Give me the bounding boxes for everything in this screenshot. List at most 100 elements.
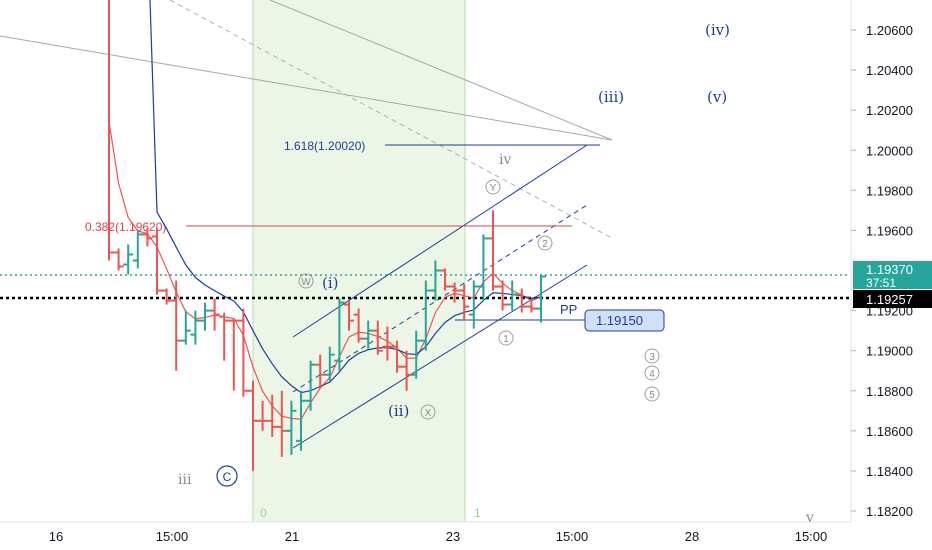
candle: [401, 350, 412, 391]
circled-5-label: 5: [644, 386, 660, 402]
blue-channel-lower: [292, 264, 588, 449]
candle: [286, 400, 297, 455]
blue-moving-average: [149, 0, 542, 394]
candle: [440, 268, 450, 291]
x-axis: 16 15:00 21 23 15:00 28 15:00: [49, 529, 828, 544]
candle: [305, 360, 316, 411]
candle: [430, 260, 441, 301]
svg-text:5: 5: [649, 390, 655, 401]
y-tick-label: 1.18600: [866, 424, 913, 439]
y-tick-label: 1.20600: [866, 23, 913, 38]
circled-2-label: 2: [537, 235, 553, 251]
candle: [449, 282, 460, 303]
circled-4-label: 4: [644, 365, 660, 381]
candle: [219, 312, 230, 361]
wave-label-ii-blue: (ii): [388, 402, 409, 420]
candle: [132, 230, 143, 269]
blue-channel-upper: [292, 144, 588, 338]
x-tick-label: 28: [685, 529, 699, 544]
dotted-level-text: 1.19257: [866, 292, 913, 307]
candle: [516, 288, 527, 313]
wave-label-v-blue: (v): [707, 88, 727, 106]
svg-text:Y: Y: [490, 183, 497, 194]
candle: [488, 210, 498, 291]
y-tick-label: 1.20200: [866, 103, 913, 118]
x-tick-label: 15:00: [556, 529, 589, 544]
x-tick-label: 21: [285, 529, 299, 544]
candle: [161, 288, 172, 305]
candle: [171, 280, 182, 371]
candle: [468, 280, 479, 329]
pp-value: 1.19150: [596, 313, 643, 328]
candle: [324, 346, 335, 381]
y-axis: 1.20600 1.20400 1.20200 1.20000 1.19800 1.196…: [851, 23, 913, 519]
candle: [315, 354, 326, 389]
candle: [478, 234, 489, 301]
circled-c-label: C: [216, 465, 238, 487]
y-tick-label: 1.18400: [866, 464, 913, 479]
svg-text:X: X: [425, 408, 432, 419]
candle: [497, 280, 508, 311]
candle: [209, 298, 220, 331]
dotted-level-tag: [853, 290, 932, 308]
candle: [411, 330, 422, 379]
y-tick-label: 1.19600: [866, 223, 913, 238]
candle: [344, 300, 354, 331]
current-price-tag: [853, 261, 932, 289]
candle: [372, 320, 383, 355]
candle: [276, 390, 287, 457]
candle: [334, 298, 345, 371]
candle: [180, 310, 191, 345]
wave-label-i-blue: (i): [322, 274, 339, 292]
candle: [142, 228, 153, 247]
svg-text:1: 1: [503, 334, 509, 345]
candle: [420, 280, 431, 351]
circled-1-label: 1: [498, 330, 514, 346]
y-tick-label: 1.18200: [866, 504, 913, 519]
wave-label-v-gray: v: [805, 510, 814, 526]
gray-trendline-upper: [269, 0, 613, 141]
gray-trendline-lower: [0, 35, 613, 141]
x-tick-label: 16: [49, 529, 63, 544]
wave-label-iv-gray: iv: [499, 152, 511, 168]
y-tick-label: 1.19000: [866, 344, 913, 359]
candle: [248, 380, 258, 471]
circled-x-label: X: [420, 404, 436, 420]
candle: [459, 284, 470, 321]
time-zone-label-0: 0: [260, 506, 267, 520]
fib-0382-label: 0.382(1.19620): [85, 220, 166, 234]
candle: [228, 318, 239, 391]
candle: [200, 302, 210, 331]
candle: [507, 280, 518, 311]
y-tick-label: 1.20400: [866, 63, 913, 78]
candle: [123, 244, 134, 275]
candle: [296, 390, 306, 451]
current-price-text: 1.19370: [866, 262, 913, 277]
candle: [536, 274, 546, 323]
x-tick-label: 23: [446, 529, 460, 544]
svg-text:W: W: [301, 277, 311, 288]
y-tick-label: 1.18800: [866, 384, 913, 399]
y-tick-label: 1.20000: [866, 143, 913, 158]
wave-label-iii-gray: iii: [178, 472, 192, 488]
candle: [353, 308, 364, 343]
pp-label: PP: [560, 302, 577, 317]
svg-text:2: 2: [542, 239, 548, 250]
svg-text:4: 4: [649, 369, 655, 380]
gray-dashed-line: [169, 0, 613, 239]
circled-w-label: W: [298, 273, 314, 289]
pp-value-box: [584, 309, 665, 332]
time-zone-label-1: 1: [474, 506, 481, 520]
candle: [392, 340, 402, 373]
y-tick-label: 1.19800: [866, 183, 913, 198]
circled-y-label: Y: [485, 179, 501, 195]
fib-1618-label: 1.618(1.20020): [284, 139, 365, 153]
candle: [108, 0, 114, 261]
candle: [257, 400, 268, 431]
x-tick-label: 15:00: [156, 529, 189, 544]
time-zone-shading: [253, 0, 465, 522]
red-moving-average: [108, 121, 542, 421]
candle: [238, 308, 249, 397]
svg-text:3: 3: [649, 352, 655, 363]
